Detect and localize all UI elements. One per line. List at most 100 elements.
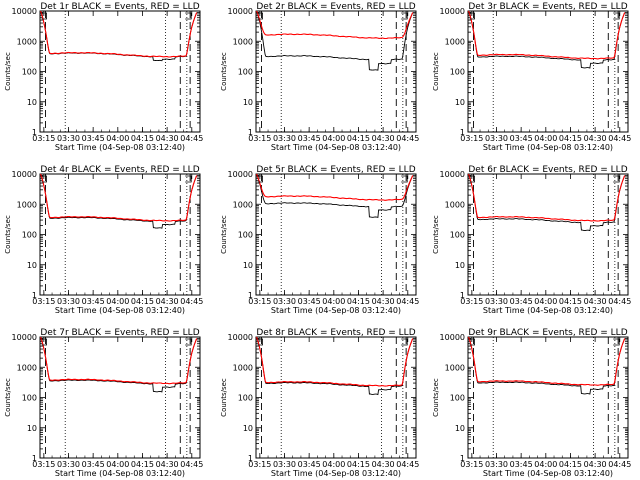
x-tick-label: 04:15	[559, 297, 582, 306]
panel-title: Det 8r BLACK = Events, RED = LLD	[256, 328, 415, 338]
x-tick-label: 03:45	[82, 297, 105, 306]
x-tick-label: 04:15	[131, 134, 154, 143]
y-axis-label: Counts/sec	[220, 52, 228, 91]
y-tick-label: 1000	[233, 200, 253, 209]
lld-series-line	[467, 10, 626, 60]
x-tick-label: 04:45	[180, 297, 203, 306]
x-tick-label: 04:15	[559, 460, 582, 469]
interval-bracket	[613, 12, 620, 20]
x-tick-label: 04:00	[106, 134, 129, 143]
x-tick-label: 03:45	[82, 460, 105, 469]
y-axis-label: Counts/sec	[220, 215, 228, 254]
x-tick-label: 04:45	[396, 460, 419, 469]
lld-series-line	[467, 336, 626, 386]
y-tick-label: 10	[455, 98, 465, 107]
panel-title: Det 5r BLACK = Events, RED = LLD	[256, 165, 415, 175]
panel-title: Det 7r BLACK = Events, RED = LLD	[40, 328, 199, 338]
x-axis-label: Start Time (04-Sep-08 03:12:40)	[271, 306, 401, 315]
y-tick-label: 10000	[228, 7, 253, 16]
x-tick-label: 04:00	[106, 460, 129, 469]
panel-det-5: Det 5r BLACK = Events, RED = LLD 1 10 100 10…	[220, 165, 419, 315]
panel-title: Det 6r BLACK = Events, RED = LLD	[468, 165, 627, 175]
x-tick-label: 04:00	[534, 460, 557, 469]
lld-series-line	[39, 10, 198, 58]
y-tick-label: 1	[32, 128, 37, 137]
x-tick-label: 03:45	[510, 460, 533, 469]
y-tick-label: 100	[22, 68, 37, 77]
x-axis-label: Start Time (04-Sep-08 03:12:40)	[55, 306, 185, 315]
x-tick-label: 04:30	[372, 460, 395, 469]
plot-frame	[255, 10, 417, 133]
y-tick-label: 10	[27, 424, 37, 433]
lld-series-line	[467, 173, 626, 222]
y-tick-label: 100	[22, 231, 37, 240]
panel-det-3: Det 3r BLACK = Events, RED = LLD 1 10 100 10…	[432, 2, 631, 152]
events-series-line	[256, 336, 414, 396]
x-tick-label: 03:15	[248, 134, 271, 143]
x-axis-label: Start Time (04-Sep-08 03:12:40)	[271, 469, 401, 478]
y-tick-label: 100	[450, 231, 465, 240]
x-tick-label: 03:45	[298, 134, 321, 143]
y-tick-label: 100	[238, 68, 253, 77]
x-tick-label: 04:15	[347, 460, 370, 469]
x-tick-label: 03:30	[57, 460, 80, 469]
x-axis-label: Start Time (04-Sep-08 03:12:40)	[55, 469, 185, 478]
y-tick-label: 1000	[445, 363, 465, 372]
y-tick-label: 100	[22, 394, 37, 403]
y-tick-label: 10000	[440, 7, 465, 16]
plot-frame	[467, 336, 629, 459]
y-tick-label: 10	[243, 98, 253, 107]
plot-frame	[39, 336, 201, 459]
interval-bracket	[185, 175, 192, 183]
x-tick-label: 03:30	[273, 460, 296, 469]
panel-title: Det 3r BLACK = Events, RED = LLD	[468, 2, 627, 12]
interval-bracket	[401, 175, 408, 183]
x-tick-label: 03:15	[248, 460, 271, 469]
x-tick-label: 03:30	[485, 297, 508, 306]
panel-det-1: Det 1r BLACK = Events, RED = LLD 1 10 100 10…	[4, 2, 203, 152]
y-tick-label: 1	[460, 454, 465, 463]
interval-bracket	[613, 175, 620, 183]
x-tick-label: 03:15	[248, 297, 271, 306]
y-tick-label: 1000	[445, 37, 465, 46]
lld-series-line	[255, 336, 414, 387]
x-tick-label: 04:00	[322, 297, 345, 306]
y-axis-label: Counts/sec	[4, 378, 12, 417]
y-axis-label: Counts/sec	[432, 215, 440, 254]
x-tick-label: 04:15	[131, 460, 154, 469]
lld-series-line	[256, 173, 414, 201]
events-series-line	[468, 336, 626, 395]
x-tick-label: 03:45	[510, 297, 533, 306]
y-tick-label: 100	[238, 231, 253, 240]
plot-frame	[39, 173, 201, 296]
x-tick-label: 04:00	[106, 297, 129, 306]
x-tick-label: 04:00	[322, 460, 345, 469]
panel-det-8: Det 8r BLACK = Events, RED = LLD 1 10 100 10…	[220, 328, 419, 478]
x-tick-label: 04:45	[396, 134, 419, 143]
lld-series-line	[39, 173, 198, 222]
interval-bracket	[257, 338, 263, 346]
y-tick-label: 10000	[228, 170, 253, 179]
x-tick-label: 03:30	[57, 134, 80, 143]
y-tick-label: 10000	[12, 333, 37, 342]
x-tick-label: 03:45	[510, 134, 533, 143]
x-tick-label: 03:30	[485, 134, 508, 143]
y-tick-label: 10000	[440, 333, 465, 342]
plot-frame	[255, 336, 417, 459]
x-tick-label: 03:30	[273, 134, 296, 143]
x-tick-label: 03:15	[460, 134, 483, 143]
x-tick-label: 04:15	[559, 134, 582, 143]
y-tick-label: 10	[27, 261, 37, 270]
y-axis-label: Counts/sec	[432, 378, 440, 417]
y-tick-label: 10000	[228, 333, 253, 342]
x-tick-label: 04:15	[131, 297, 154, 306]
x-tick-label: 03:45	[298, 460, 321, 469]
x-axis-label: Start Time (04-Sep-08 03:12:40)	[271, 143, 401, 152]
y-tick-label: 1	[460, 128, 465, 137]
y-tick-label: 1	[32, 454, 37, 463]
x-tick-label: 04:30	[372, 134, 395, 143]
interval-bracket	[185, 12, 192, 20]
plot-frame	[467, 173, 629, 296]
y-tick-label: 1	[248, 291, 253, 300]
interval-bracket	[469, 175, 475, 183]
